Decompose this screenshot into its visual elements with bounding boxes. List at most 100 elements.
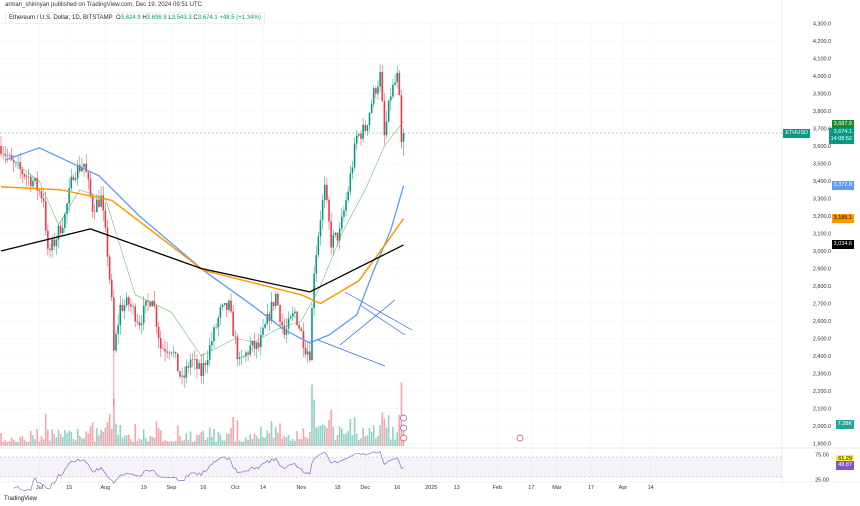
volume-bar bbox=[230, 427, 232, 446]
candle bbox=[349, 165, 352, 195]
low-value: 3,543.3 bbox=[171, 15, 192, 21]
trendline-drawing[interactable] bbox=[317, 339, 386, 367]
volume-bar bbox=[279, 423, 281, 446]
candle bbox=[289, 314, 292, 320]
candle bbox=[185, 359, 188, 384]
price-tick: 3,700.0 bbox=[813, 127, 831, 133]
candle bbox=[183, 366, 185, 388]
volume-bar bbox=[198, 434, 200, 446]
candle bbox=[49, 243, 51, 258]
time-tick: 16 bbox=[200, 485, 206, 491]
volume-bar bbox=[181, 440, 183, 446]
volume-bar bbox=[283, 435, 286, 446]
volume-bar bbox=[57, 430, 60, 446]
candle bbox=[125, 292, 128, 308]
volume-bar bbox=[398, 414, 401, 446]
volume-bar bbox=[189, 431, 192, 446]
rsi-line bbox=[13, 451, 404, 491]
volume-bar bbox=[98, 435, 100, 446]
volume-bar bbox=[38, 441, 41, 446]
volume-bar bbox=[79, 435, 81, 446]
volume-bar bbox=[358, 439, 360, 446]
candle bbox=[166, 341, 168, 359]
volume-bar bbox=[264, 437, 266, 446]
volume-bar bbox=[347, 431, 349, 446]
volume-bar bbox=[360, 438, 362, 446]
candle bbox=[79, 155, 81, 174]
candle bbox=[32, 176, 34, 189]
low-label: L bbox=[168, 15, 172, 21]
candle bbox=[257, 333, 260, 352]
volume-bar bbox=[387, 415, 390, 446]
volume-bar bbox=[328, 419, 330, 446]
volume-bar bbox=[106, 422, 109, 446]
price-tick: 2,000.0 bbox=[813, 424, 831, 430]
trendline-drawing[interactable] bbox=[359, 304, 406, 336]
candle bbox=[12, 155, 15, 173]
volume-bar bbox=[213, 428, 215, 446]
candle bbox=[2, 146, 4, 160]
candle bbox=[138, 315, 141, 330]
trendline-drawing[interactable] bbox=[339, 299, 396, 346]
volume-bar bbox=[155, 421, 158, 446]
candle bbox=[389, 87, 392, 110]
volume-bar bbox=[12, 439, 15, 446]
volume-bar bbox=[338, 426, 341, 446]
ma20-line bbox=[15, 121, 404, 357]
event-icon[interactable] bbox=[516, 434, 524, 442]
volume-bar bbox=[100, 429, 102, 446]
volume-bar bbox=[217, 431, 220, 446]
volume-bar bbox=[313, 399, 315, 446]
time-tick: 18 bbox=[334, 485, 340, 491]
candle bbox=[70, 168, 73, 191]
event-icon[interactable] bbox=[400, 414, 407, 422]
candle bbox=[213, 324, 215, 349]
candle bbox=[145, 300, 147, 314]
volume-bar bbox=[76, 428, 79, 446]
candle bbox=[219, 303, 222, 326]
volume-bar bbox=[321, 423, 324, 446]
candle bbox=[206, 350, 209, 374]
volume-bar bbox=[251, 438, 254, 446]
candle bbox=[338, 222, 341, 250]
volume-bar bbox=[102, 431, 105, 446]
candle bbox=[162, 344, 164, 350]
candle bbox=[98, 189, 100, 209]
volume-bar bbox=[315, 427, 318, 446]
price-tick: 3,600.0 bbox=[813, 144, 831, 150]
candle bbox=[72, 174, 75, 181]
candle bbox=[64, 212, 66, 233]
volume-bar bbox=[0, 433, 2, 446]
volume-bar bbox=[392, 426, 394, 446]
volume-bar bbox=[225, 433, 228, 446]
event-icon[interactable] bbox=[400, 434, 407, 442]
price-tick: 2,600.0 bbox=[813, 319, 831, 325]
volume-bar bbox=[272, 437, 275, 446]
volume-bar bbox=[125, 435, 128, 446]
volume-bar bbox=[128, 434, 130, 446]
volume-bar bbox=[51, 429, 53, 446]
volume-bar bbox=[255, 436, 258, 446]
volume-bar bbox=[49, 440, 51, 446]
price-tick: 2,300.0 bbox=[813, 372, 831, 378]
candle bbox=[66, 202, 68, 224]
volume-bar bbox=[219, 434, 222, 446]
candle bbox=[270, 292, 273, 325]
candle bbox=[83, 163, 85, 177]
candle bbox=[343, 205, 345, 221]
ma100-label: 3,185.1 bbox=[831, 214, 854, 223]
candle bbox=[402, 129, 405, 156]
candle bbox=[181, 367, 183, 385]
candle bbox=[225, 302, 228, 318]
trendline-drawing[interactable] bbox=[344, 291, 413, 331]
rsi-label: 49.87 bbox=[836, 461, 854, 470]
candle bbox=[172, 346, 175, 358]
time-tick: 14 bbox=[260, 485, 266, 491]
volume-bar bbox=[130, 439, 132, 446]
candle bbox=[230, 293, 232, 314]
candle bbox=[10, 147, 13, 161]
event-icon[interactable] bbox=[400, 424, 407, 432]
candle bbox=[392, 78, 394, 100]
candle bbox=[42, 192, 45, 208]
